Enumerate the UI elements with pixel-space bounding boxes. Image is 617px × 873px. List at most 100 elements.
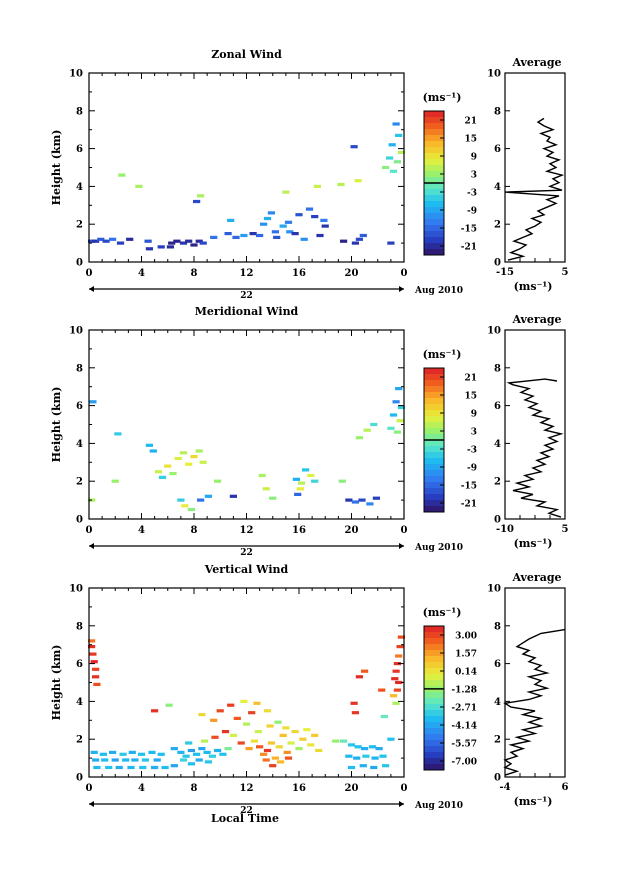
profile-x-tick-label: 5 bbox=[562, 267, 569, 278]
y-tick-label: 6 bbox=[76, 659, 83, 670]
data-cell bbox=[141, 758, 149, 762]
data-cell bbox=[126, 237, 134, 241]
data-cell bbox=[277, 760, 285, 764]
x-tick-label: 0 bbox=[86, 783, 93, 794]
data-cell bbox=[392, 701, 400, 705]
x-tick-label: 0 bbox=[86, 268, 93, 279]
data-cell bbox=[395, 387, 403, 391]
data-cell bbox=[256, 745, 264, 749]
profile-y-tick-label: 8 bbox=[494, 621, 501, 632]
colorbar-segment bbox=[424, 446, 444, 453]
colorbar-segment bbox=[424, 195, 444, 202]
profile-x-tick-label: 5 bbox=[562, 524, 569, 535]
colorbar-label: 15 bbox=[464, 135, 477, 145]
data-cell bbox=[250, 739, 258, 743]
data-cell bbox=[203, 750, 211, 754]
data-cell bbox=[199, 241, 207, 245]
data-cell bbox=[157, 752, 165, 756]
date-bar-arrow-right bbox=[399, 286, 404, 292]
data-cell bbox=[105, 765, 113, 770]
data-cell bbox=[144, 239, 152, 243]
data-cell bbox=[197, 498, 205, 502]
data-cell bbox=[155, 470, 163, 474]
data-cell bbox=[258, 473, 266, 478]
data-cell bbox=[187, 748, 195, 753]
data-cell bbox=[294, 492, 302, 496]
data-cell bbox=[351, 500, 359, 504]
data-cell bbox=[375, 747, 383, 751]
colorbar-segment bbox=[424, 189, 444, 196]
data-cell bbox=[395, 654, 403, 658]
y-tick-label: 10 bbox=[69, 326, 83, 337]
data-cell bbox=[139, 765, 147, 770]
profile-x-label: (ms⁻¹) bbox=[514, 795, 553, 808]
profile-y-tick-label: 4 bbox=[494, 697, 501, 708]
data-cell bbox=[199, 460, 207, 464]
data-cell bbox=[395, 680, 403, 685]
profile-x-label: (ms⁻¹) bbox=[514, 537, 553, 550]
colorbar-label: -9 bbox=[467, 207, 477, 217]
data-cell bbox=[185, 741, 193, 745]
profile-line bbox=[503, 628, 566, 776]
colorbar-segment bbox=[424, 135, 444, 142]
data-cell bbox=[195, 239, 203, 243]
data-cell bbox=[359, 764, 367, 768]
data-cell bbox=[387, 426, 395, 430]
data-cell bbox=[291, 232, 299, 236]
data-cell bbox=[396, 645, 404, 649]
data-cell bbox=[368, 745, 377, 749]
colorbar-label: -21 bbox=[461, 243, 477, 253]
x-tick-label: 0 bbox=[401, 525, 408, 536]
data-cell bbox=[393, 662, 401, 666]
colorbar-label: 9 bbox=[471, 153, 477, 163]
x-tick-label: 16 bbox=[292, 525, 306, 536]
data-cell bbox=[92, 667, 100, 671]
data-cell bbox=[158, 475, 167, 479]
data-cell bbox=[122, 758, 130, 762]
data-cell bbox=[227, 218, 235, 222]
x-tick-label: 8 bbox=[191, 268, 198, 279]
data-cell bbox=[302, 468, 310, 472]
data-cell bbox=[187, 507, 195, 512]
heatmap-cells bbox=[88, 387, 405, 512]
data-cell bbox=[263, 216, 272, 221]
data-cell bbox=[135, 184, 143, 188]
data-cell bbox=[216, 709, 224, 713]
data-cell bbox=[397, 635, 405, 639]
data-cell bbox=[300, 237, 308, 241]
colorbar-label: -1.28 bbox=[451, 686, 477, 696]
data-cell bbox=[353, 756, 361, 760]
colorbar-segment bbox=[424, 668, 444, 675]
data-cell bbox=[337, 182, 345, 187]
colorbar-segment bbox=[424, 129, 444, 136]
data-cell bbox=[214, 748, 222, 753]
profile-x-tick-label: -15 bbox=[496, 267, 514, 278]
data-cell bbox=[211, 735, 219, 739]
y-axis-label: Height (km) bbox=[50, 387, 63, 463]
data-cell bbox=[111, 479, 119, 483]
data-cell bbox=[229, 494, 237, 498]
data-cell bbox=[363, 428, 371, 432]
y-tick-label: 10 bbox=[69, 584, 83, 595]
data-cell bbox=[93, 765, 101, 770]
data-cell bbox=[145, 443, 153, 447]
data-cell bbox=[382, 165, 390, 170]
colorbar-segment bbox=[424, 165, 444, 172]
date-suffix: Aug 2010 bbox=[414, 801, 463, 811]
data-cell bbox=[389, 413, 398, 417]
profile-y-tick-label: 10 bbox=[487, 584, 501, 595]
data-cell bbox=[355, 675, 363, 679]
data-cell bbox=[233, 716, 241, 720]
colorbar-segment bbox=[424, 728, 444, 735]
data-cell bbox=[195, 758, 203, 762]
colorbar-label: -5.57 bbox=[451, 740, 477, 750]
data-cell bbox=[378, 688, 386, 692]
data-cell bbox=[248, 711, 256, 715]
data-cell bbox=[165, 703, 173, 707]
colorbar-unit: (ms⁻¹) bbox=[423, 348, 462, 361]
data-cell bbox=[214, 479, 222, 483]
profile-y-tick-label: 8 bbox=[494, 363, 501, 374]
profile-line bbox=[506, 378, 564, 518]
data-cell bbox=[89, 400, 97, 404]
colorbar-segment bbox=[424, 470, 444, 477]
